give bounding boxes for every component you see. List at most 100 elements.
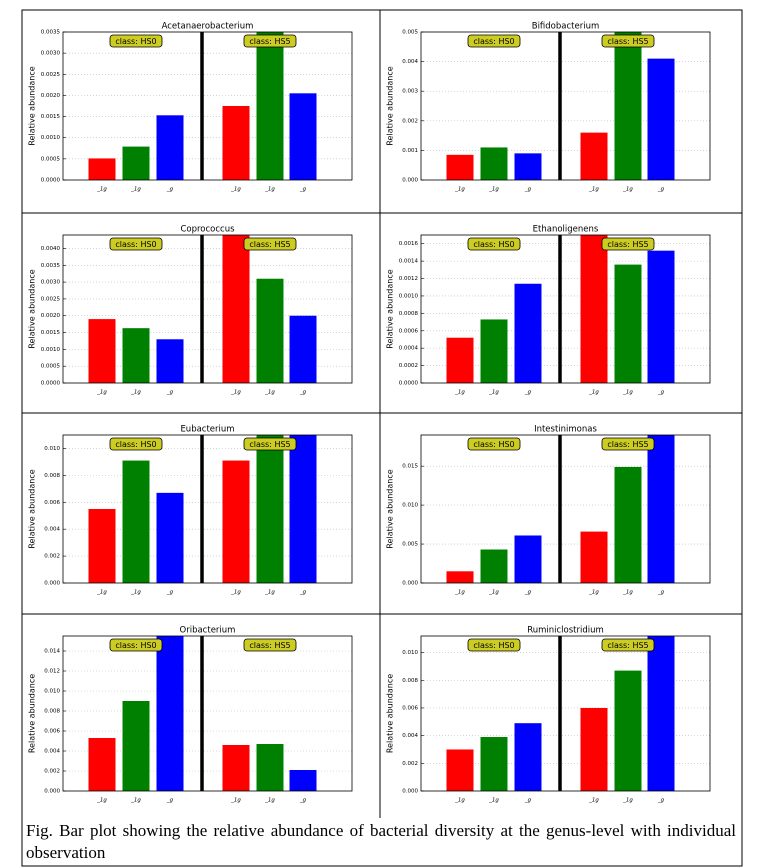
y-axis-label: Relative abundance (28, 469, 37, 548)
bar (256, 435, 284, 583)
plot-frame (62, 31, 353, 181)
bar (156, 636, 184, 791)
y-tick-label: 0.0012 (399, 276, 418, 282)
class-label-box (601, 34, 655, 48)
y-tick-label: 0.0010 (41, 135, 61, 141)
x-tick-label: _1g (230, 187, 241, 193)
class-label-box (243, 437, 297, 451)
y-tick-label: 0.005 (402, 542, 418, 548)
class-label-box (601, 237, 655, 251)
x-tick-label: _1g (454, 590, 465, 596)
bar (446, 154, 474, 180)
y-tick-label: 0.004 (44, 749, 60, 755)
x-tick-label: _1g (488, 798, 499, 804)
x-tick-label: _g (657, 798, 665, 804)
y-tick-label: 0.010 (402, 503, 418, 509)
class-label-box (109, 34, 163, 48)
x-tick-label: _1g (488, 187, 499, 193)
y-tick-label: 0.0035 (41, 30, 61, 36)
bar (289, 315, 317, 383)
chart-title: Bifidobacterium (532, 22, 600, 32)
outer-frame (21, 9, 743, 867)
class-label: class: HS5 (607, 240, 648, 249)
y-tick-label: 0.0015 (41, 114, 61, 120)
bar (88, 509, 116, 583)
class-label: class: HS0 (115, 641, 156, 650)
y-tick-label: 0.015 (402, 464, 418, 470)
y-axis-label: Relative abundance (386, 269, 395, 348)
bar (156, 492, 184, 583)
bar (156, 115, 184, 180)
x-tick-label: _1g (622, 798, 633, 804)
class-label-box (109, 638, 163, 652)
bar (256, 744, 284, 791)
caption: Fig. Bar plot showing the relative abund… (26, 821, 736, 862)
y-tick-label: 0.0000 (41, 178, 61, 184)
y-tick-label: 0.0025 (41, 296, 61, 302)
chart-title: Oribacterium (180, 626, 236, 636)
bar (580, 132, 608, 180)
bar (614, 466, 642, 583)
plot-frame (420, 234, 711, 384)
x-tick-label: _g (166, 590, 174, 596)
x-tick-label: _g (299, 187, 307, 193)
x-tick-label: _g (166, 798, 174, 804)
bar (446, 749, 474, 791)
y-tick-label: 0.0010 (399, 293, 419, 299)
y-tick-label: 0.010 (402, 650, 418, 656)
class-label-box (467, 237, 521, 251)
y-tick-label: 0.0004 (399, 346, 419, 352)
y-tick-label: 0.0000 (399, 381, 419, 387)
bar (580, 235, 608, 383)
class-label-box (109, 237, 163, 251)
y-axis-label: Relative abundance (386, 674, 395, 753)
y-tick-label: 0.010 (44, 446, 60, 452)
y-axis-label: Relative abundance (28, 674, 37, 753)
bar (289, 93, 317, 180)
x-tick-label: _g (524, 187, 532, 193)
x-tick-label: _1g (130, 590, 141, 596)
chart-title: Eubacterium (180, 425, 234, 435)
y-tick-label: 0.0020 (41, 313, 61, 319)
y-tick-label: 0.0030 (41, 280, 61, 286)
bar (256, 32, 284, 180)
y-tick-label: 0.0005 (41, 364, 61, 370)
x-tick-label: _1g (96, 390, 107, 396)
x-tick-label: _1g (488, 590, 499, 596)
chart-title: Intestinimonas (534, 425, 597, 435)
bar (222, 745, 250, 791)
class-label: class: HS5 (249, 240, 290, 249)
y-tick-label: 0.002 (44, 554, 60, 560)
x-tick-label: _1g (454, 390, 465, 396)
class-label: class: HS5 (249, 641, 290, 650)
y-tick-label: 0.0002 (399, 363, 418, 369)
bar (647, 250, 675, 383)
x-tick-label: _1g (454, 798, 465, 804)
bar (256, 278, 284, 383)
x-tick-label: _1g (588, 390, 599, 396)
y-tick-label: 0.002 (44, 769, 60, 775)
y-axis-label: Relative abundance (386, 66, 395, 145)
x-tick-label: _1g (622, 187, 633, 193)
x-tick-label: _1g (96, 590, 107, 596)
y-tick-label: 0.0005 (41, 156, 61, 162)
plot-frame (62, 635, 353, 792)
class-label: class: HS0 (473, 37, 514, 46)
bar (289, 770, 317, 791)
y-tick-label: 0.008 (44, 709, 60, 715)
y-tick-label: 0.0015 (41, 330, 61, 336)
bar (122, 701, 150, 791)
plot-frame (420, 635, 711, 792)
class-label-box (243, 34, 297, 48)
bar (480, 737, 508, 791)
x-tick-label: _1g (230, 590, 241, 596)
x-tick-label: _g (524, 390, 532, 396)
class-label: class: HS5 (249, 37, 290, 46)
y-axis-label: Relative abundance (28, 66, 37, 145)
x-tick-label: _g (657, 390, 665, 396)
bar (614, 32, 642, 180)
y-tick-label: 0.006 (44, 500, 60, 506)
y-tick-label: 0.004 (402, 59, 418, 65)
y-tick-label: 0.000 (402, 178, 418, 184)
